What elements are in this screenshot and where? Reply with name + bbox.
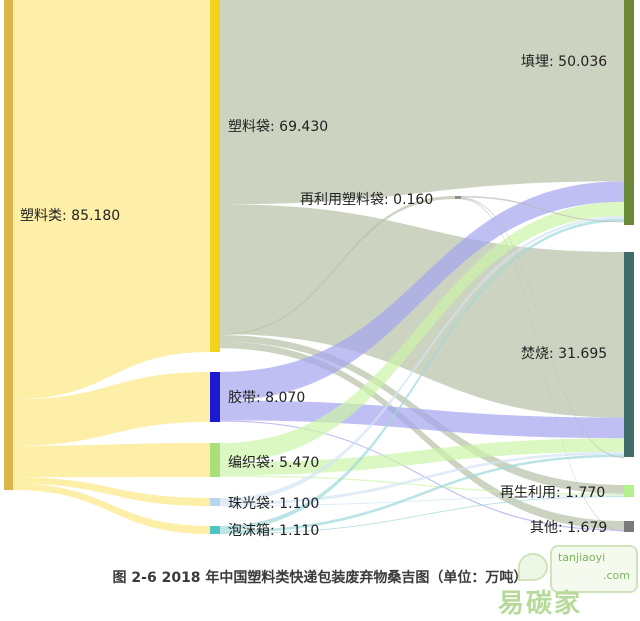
link-bag-to-incin: [220, 204, 624, 418]
link-plastic-to-woven: [13, 443, 210, 478]
node-landfill: [624, 0, 634, 225]
link-foam-to-recycle: [220, 496, 624, 535]
link-pearl-to-landfill: [220, 215, 624, 503]
sankey-labels: 塑料类: 85.180 塑料袋: 69.430 胶带: 8.070 编织袋: 5.47…: [20, 54, 607, 539]
figure-caption: 图 2-6 2018 年中国塑料类快递包装废弃物桑吉图（单位：万吨）: [112, 570, 528, 586]
node-label-reuse: 再利用塑料袋: 0.160: [300, 192, 433, 208]
watermark-logo-icon: [518, 553, 548, 581]
node-tape: [210, 372, 220, 422]
link-reuse-to-other: [461, 198, 624, 532]
link-foam-to-incin: [220, 454, 624, 534]
sankey-nodes: [4, 0, 634, 534]
node-bag: [210, 0, 220, 352]
node-label-incin: 焚烧: 31.695: [521, 346, 607, 362]
sankey-links: [13, 0, 624, 535]
node-label-plastic: 塑料类: 85.180: [20, 208, 120, 224]
node-label-tape: 胶带: 8.070: [228, 389, 305, 406]
link-bag-to-landfill: [220, 0, 624, 205]
node-pearl: [210, 498, 220, 506]
link-plastic-to-foam: [13, 483, 210, 534]
link-woven-to-landfill: [220, 201, 624, 463]
link-plastic-to-pearl: [13, 477, 210, 506]
node-foam: [210, 526, 220, 534]
link-foam-to-landfill: [220, 218, 624, 531]
link-bag-to-other: [220, 341, 624, 530]
node-label-woven: 编织袋: 5.470: [228, 455, 319, 471]
link-plastic-to-bag: [13, 0, 210, 400]
node-label-bag: 塑料袋: 69.430: [228, 119, 328, 135]
link-reuse-to-landfill: [461, 196, 624, 223]
watermark-badge: tanjiaoyi .com: [550, 545, 638, 593]
watermark-suffix: .com: [603, 569, 630, 582]
node-woven: [210, 443, 220, 477]
watermark-text: 易碳家: [498, 589, 583, 619]
watermark-domain: tanjiaoyi: [558, 551, 606, 564]
node-plastic: [4, 0, 13, 490]
sankey-chart: 塑料类: 85.180 塑料袋: 69.430 胶带: 8.070 编织袋: 5.47…: [4, 0, 634, 539]
link-woven-to-incin: [220, 438, 624, 476]
link-reuse-to-incin: [461, 197, 624, 459]
link-pearl-to-incin: [220, 451, 624, 506]
node-incin: [624, 252, 634, 457]
node-label-foam: 泡沫箱: 1.110: [228, 523, 319, 539]
link-tape-to-incin: [220, 400, 624, 439]
node-label-recycle: 再生利用: 1.770: [500, 485, 605, 501]
node-other: [624, 521, 634, 532]
node-label-pearl: 珠光袋: 1.100: [228, 496, 319, 512]
link-tape-to-other: [220, 420, 624, 531]
node-recycle: [624, 485, 634, 497]
node-reuse: [455, 196, 461, 199]
node-label-landfill: 填埋: 50.036: [521, 54, 607, 70]
link-tape-to-landfill: [220, 181, 624, 401]
link-bag-to-reuse: [220, 196, 455, 336]
node-label-other: 其他: 1.679: [530, 520, 607, 536]
link-plastic-to-tape: [13, 372, 210, 446]
link-pearl-to-recycle: [220, 495, 624, 507]
link-woven-to-recycle: [220, 475, 624, 496]
